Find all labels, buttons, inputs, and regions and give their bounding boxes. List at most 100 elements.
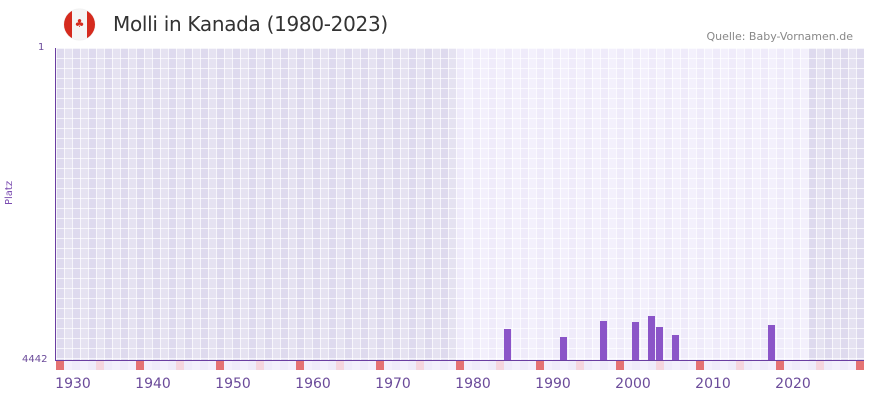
year-marker	[248, 361, 256, 370]
year-marker	[632, 361, 640, 370]
year-marker	[216, 361, 224, 370]
year-marker	[424, 361, 432, 370]
year-marker	[712, 361, 720, 370]
year-marker	[512, 361, 520, 370]
year-marker	[856, 361, 864, 370]
year-marker	[768, 361, 776, 370]
year-marker	[320, 361, 328, 370]
year-marker	[352, 361, 360, 370]
year-marker	[448, 361, 456, 370]
year-marker	[144, 361, 152, 370]
year-marker	[432, 361, 440, 370]
year-marker	[440, 361, 448, 370]
year-marker	[688, 361, 696, 370]
year-marker	[104, 361, 112, 370]
year-marker	[368, 361, 376, 370]
y-axis-label: Platz	[4, 181, 15, 205]
year-marker	[616, 361, 624, 370]
year-marker	[72, 361, 80, 370]
year-marker	[680, 361, 688, 370]
year-marker	[640, 361, 648, 370]
year-marker	[336, 361, 344, 370]
year-marker	[304, 361, 312, 370]
year-marker	[416, 361, 424, 370]
year-marker	[208, 361, 216, 370]
year-marker	[344, 361, 352, 370]
year-marker	[408, 361, 416, 370]
year-marker	[600, 361, 608, 370]
year-marker	[560, 361, 568, 370]
year-marker	[400, 361, 408, 370]
year-marker	[56, 361, 64, 370]
bar-1984[interactable]	[504, 329, 511, 360]
bar-2003[interactable]	[656, 327, 663, 360]
year-marker	[664, 361, 672, 370]
year-marker	[776, 361, 784, 370]
year-marker	[584, 361, 592, 370]
year-marker	[544, 361, 552, 370]
year-marker	[848, 361, 856, 370]
year-marker	[824, 361, 832, 370]
year-marker	[240, 361, 248, 370]
x-tick-1960: 1960	[295, 376, 331, 392]
bar-1991[interactable]	[560, 337, 567, 360]
year-marker	[64, 361, 72, 370]
year-marker	[568, 361, 576, 370]
x-tick-2010: 2010	[695, 376, 731, 392]
x-tick-1940: 1940	[135, 376, 171, 392]
bar-2017[interactable]	[768, 325, 775, 360]
year-marker	[720, 361, 728, 370]
year-marker	[256, 361, 264, 370]
year-marker	[480, 361, 488, 370]
year-marker	[840, 361, 848, 370]
year-marker	[792, 361, 800, 370]
year-marker	[88, 361, 96, 370]
year-marker	[264, 361, 272, 370]
bar-2005[interactable]	[672, 335, 679, 360]
year-marker	[472, 361, 480, 370]
year-marker	[328, 361, 336, 370]
year-marker	[288, 361, 296, 370]
y-tick-bottom: 4442	[22, 354, 47, 365]
year-marker	[312, 361, 320, 370]
year-marker	[296, 361, 304, 370]
year-marker	[832, 361, 840, 370]
year-marker	[272, 361, 280, 370]
year-marker	[624, 361, 632, 370]
year-marker	[528, 361, 536, 370]
year-marker	[704, 361, 712, 370]
year-marker	[280, 361, 288, 370]
x-tick-1970: 1970	[375, 376, 411, 392]
year-marker	[384, 361, 392, 370]
year-marker	[592, 361, 600, 370]
x-tick-2020: 2020	[775, 376, 811, 392]
year-marker	[800, 361, 808, 370]
year-marker	[488, 361, 496, 370]
year-marker	[816, 361, 824, 370]
year-marker	[128, 361, 136, 370]
year-marker	[808, 361, 816, 370]
y-tick-top: 1	[38, 42, 44, 53]
year-marker	[152, 361, 160, 370]
year-marker	[784, 361, 792, 370]
year-marker	[136, 361, 144, 370]
year-marker	[120, 361, 128, 370]
x-tick-2000: 2000	[615, 376, 651, 392]
year-marker	[672, 361, 680, 370]
x-tick-1980: 1980	[455, 376, 491, 392]
x-tick-1990: 1990	[535, 376, 571, 392]
year-marker	[536, 361, 544, 370]
canada-flag-icon: ♣	[64, 9, 95, 40]
year-marker	[184, 361, 192, 370]
x-tick-1950: 1950	[215, 376, 251, 392]
bar-2002[interactable]	[648, 316, 655, 360]
bar-1996[interactable]	[600, 321, 607, 360]
year-marker	[176, 361, 184, 370]
year-marker	[376, 361, 384, 370]
year-marker	[656, 361, 664, 370]
year-marker	[456, 361, 464, 370]
year-marker	[608, 361, 616, 370]
bar-2000[interactable]	[632, 322, 639, 360]
year-marker	[752, 361, 760, 370]
year-marker	[552, 361, 560, 370]
